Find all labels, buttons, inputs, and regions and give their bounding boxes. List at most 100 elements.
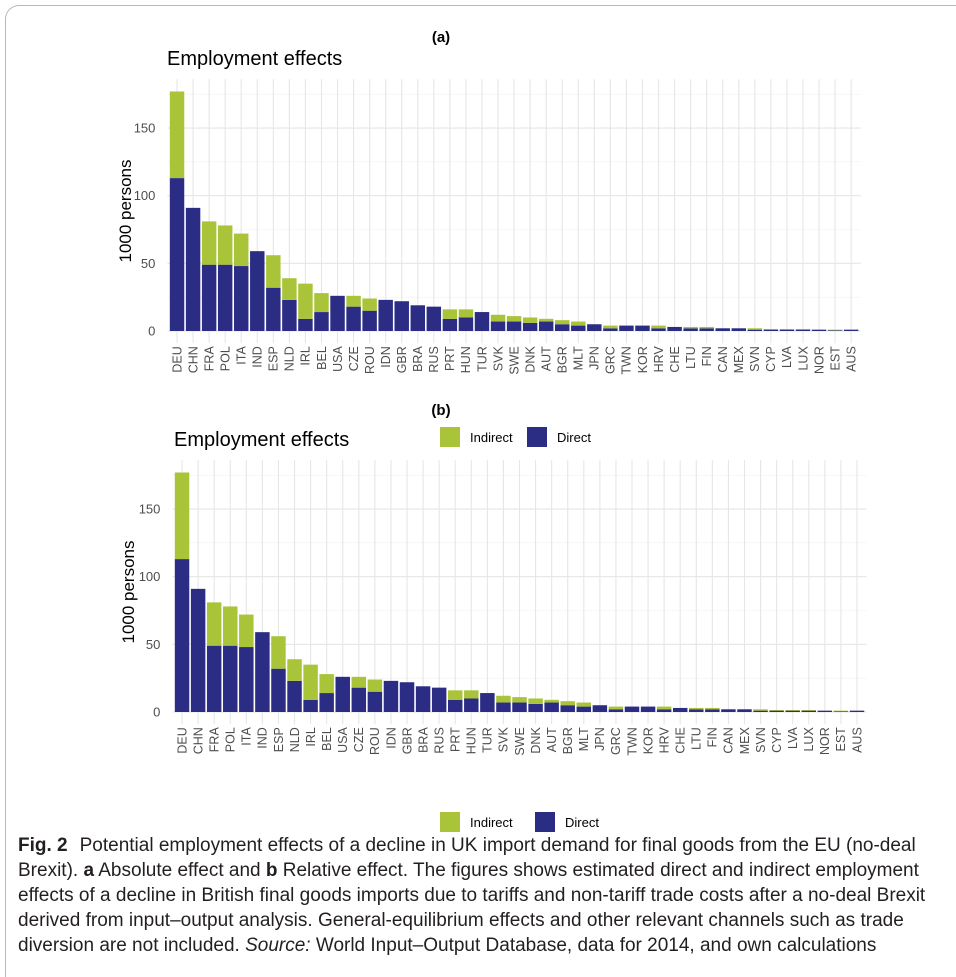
x-tick-label-aus: AUS	[850, 727, 864, 753]
bar-direct-pol	[217, 264, 233, 331]
x-tick-label-est: EST	[834, 727, 848, 752]
x-tick-label-irl: IRL	[299, 346, 313, 366]
x-tick-label-lva: LVA	[780, 346, 794, 368]
x-tick-label-fra: FRA	[202, 346, 216, 372]
bar-direct-irl	[303, 699, 318, 712]
bar-indirect-lva	[785, 709, 800, 711]
bar-direct-esp	[266, 287, 281, 331]
bar-indirect-prt	[448, 690, 463, 700]
caption-text: Brexit).	[18, 860, 84, 881]
x-tick-label-twn: TWN	[620, 346, 634, 374]
bar-indirect-rou	[362, 298, 377, 311]
bar-indirect-swe	[506, 316, 522, 322]
legend-swatch-direct	[535, 812, 555, 832]
bar-indirect-prt	[442, 309, 458, 319]
bar-direct-che	[672, 707, 688, 712]
bar-indirect-ita	[234, 233, 249, 267]
bar-direct-hun	[464, 698, 479, 712]
x-tick-label-ita: ITA	[240, 727, 254, 746]
bar-direct-fin	[699, 328, 714, 331]
x-tick-label-grc: GRC	[604, 346, 618, 374]
bar-direct-rou	[362, 310, 377, 331]
bar-direct-kor	[640, 706, 656, 712]
bar-direct-jpn	[592, 705, 608, 712]
bar-indirect-deu	[169, 91, 185, 179]
bar-indirect-bel	[314, 293, 329, 313]
bar-indirect-irl	[303, 664, 318, 700]
x-tick-label-aut: AUT	[545, 727, 559, 752]
bar-direct-swe	[506, 321, 522, 331]
x-tick-label-nld: NLD	[283, 346, 297, 371]
bar-indirect-bel	[319, 674, 334, 694]
bar-direct-deu	[169, 178, 185, 331]
bar-direct-aut	[538, 321, 554, 331]
legend-label-direct: Direct	[565, 815, 599, 830]
x-tick-label-jpn: JPN	[593, 727, 607, 751]
bar-direct-cyp	[763, 329, 779, 331]
x-tick-label-ind: IND	[256, 727, 270, 749]
bar-direct-deu	[174, 559, 190, 712]
x-tick-label-usa: USA	[331, 346, 345, 372]
legend-b: Indirect Direct	[440, 812, 599, 832]
bar-indirect-ltu	[683, 326, 698, 329]
bar-direct-lux	[795, 329, 811, 331]
x-tick-label-bgr: BGR	[561, 727, 575, 754]
x-tick-label-ita: ITA	[235, 346, 249, 365]
bar-direct-aut	[544, 702, 559, 712]
y-tick-label: 100	[139, 569, 161, 584]
x-tick-label-cyp: CYP	[770, 727, 784, 753]
bar-indirect-grc	[608, 706, 624, 710]
bar-indirect-aut	[544, 699, 559, 703]
bar-direct-cze	[351, 687, 367, 712]
bar-indirect-ltu	[689, 707, 704, 710]
bar-indirect-cze	[346, 295, 361, 307]
bar-direct-svn	[747, 329, 763, 331]
bar-indirect-svk	[496, 695, 511, 703]
bar-direct-usa	[330, 295, 345, 331]
bar-direct-prt	[448, 699, 463, 712]
bar-direct-can	[715, 328, 730, 331]
bar-direct-bgr	[555, 324, 570, 331]
bar-direct-swe	[512, 702, 527, 712]
y-axis-label-a: 1000 persons	[116, 159, 135, 262]
x-tick-label-aut: AUT	[539, 346, 553, 371]
bar-direct-grc	[603, 328, 618, 331]
x-tick-label-mlt: MLT	[577, 727, 591, 751]
bar-indirect-hun	[458, 309, 474, 318]
bar-direct-esp	[271, 668, 286, 712]
bar-indirect-svk	[490, 314, 506, 322]
x-tick-label-hun: HUN	[465, 727, 479, 754]
bar-direct-twn	[619, 325, 634, 331]
y-tick-label: 50	[146, 637, 160, 652]
bar-direct-grc	[608, 709, 624, 712]
bar-direct-nor	[811, 329, 827, 331]
figure-frame	[5, 5, 956, 977]
bar-indirect-hrv	[656, 706, 672, 710]
bar-indirect-esp	[271, 636, 286, 669]
x-tick-label-hrv: HRV	[652, 346, 666, 373]
y-tick-label: 100	[134, 188, 156, 203]
y-axis-label-b: 1000 persons	[119, 540, 138, 643]
caption-figure-label: Fig. 2	[18, 835, 68, 856]
x-tick-label-hrv: HRV	[657, 727, 671, 754]
bar-direct-dnk	[522, 322, 538, 331]
bar-direct-twn	[624, 706, 640, 712]
bar-direct-che	[667, 326, 682, 331]
x-tick-label-aus: AUS	[844, 346, 858, 372]
bar-indirect-irl	[298, 283, 313, 319]
bar-indirect-fra	[206, 602, 222, 646]
x-tick-label-che: CHE	[668, 346, 682, 372]
x-tick-label-can: CAN	[716, 346, 730, 372]
bar-direct-kor	[635, 325, 650, 331]
bar-indirect-cyp	[769, 709, 784, 711]
x-tick-label-svk: SVK	[497, 727, 511, 753]
x-tick-label-cyp: CYP	[764, 346, 778, 372]
x-tick-label-gbr: GBR	[395, 346, 409, 373]
caption-text: effects of a decline in British final go…	[18, 885, 926, 906]
x-tick-label-cze: CZE	[347, 346, 361, 371]
bar-indirect-esp	[266, 255, 281, 288]
bar-direct-tur	[474, 312, 490, 331]
chart-title-b: Employment effects	[174, 429, 349, 451]
x-tick-label-prt: PRT	[443, 346, 457, 371]
bar-direct-mex	[731, 328, 747, 331]
